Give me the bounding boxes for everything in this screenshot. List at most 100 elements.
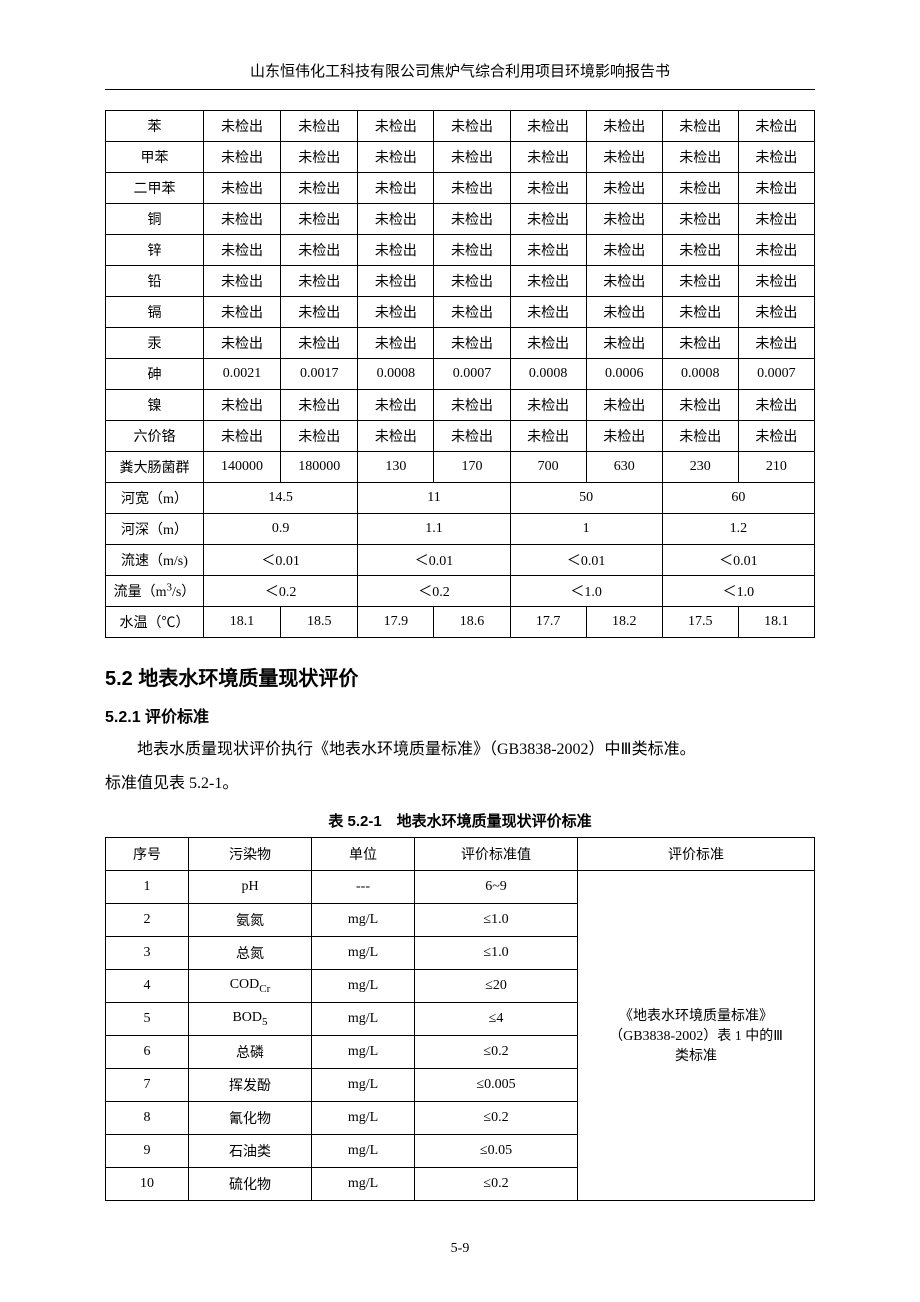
data-cell: 140000 xyxy=(203,452,280,483)
data-cell: 未检出 xyxy=(586,173,662,204)
data-cell: 未检出 xyxy=(586,235,662,266)
data-cell: 未检出 xyxy=(203,204,280,235)
data-cell: 未检出 xyxy=(586,421,662,452)
table-row: 铅未检出未检出未检出未检出未检出未检出未检出未检出 xyxy=(106,266,815,297)
row-label: 粪大肠菌群 xyxy=(106,452,204,483)
row-label: 河深（m） xyxy=(106,514,204,545)
data-cell: 未检出 xyxy=(281,111,358,142)
data-cell: 未检出 xyxy=(510,297,586,328)
paragraph-1: 地表水质量现状评价执行《地表水环境质量标准》（GB3838-2002）中Ⅲ类标准… xyxy=(105,735,815,765)
page: 山东恒伟化工科技有限公司焦炉气综合利用项目环境影响报告书 苯未检出未检出未检出未… xyxy=(0,0,920,1297)
data-cell: --- xyxy=(312,870,415,903)
data-cell: 未检出 xyxy=(203,297,280,328)
table-row: 锌未检出未检出未检出未检出未检出未检出未检出未检出 xyxy=(106,235,815,266)
data-cell: mg/L xyxy=(312,1167,415,1200)
data-cell: 未检出 xyxy=(662,390,738,421)
data-cell: 10 xyxy=(106,1167,189,1200)
table-row: 镉未检出未检出未检出未检出未检出未检出未检出未检出 xyxy=(106,297,815,328)
row-label: 镉 xyxy=(106,297,204,328)
table-row: 流速（m/s)＜0.01＜0.01＜0.01＜0.01 xyxy=(106,545,815,576)
data-cell: 总磷 xyxy=(189,1035,312,1068)
row-label: 汞 xyxy=(106,328,204,359)
data-cell: mg/L xyxy=(312,1068,415,1101)
data-cell: 14.5 xyxy=(203,483,357,514)
data-cell: 未检出 xyxy=(662,204,738,235)
data-cell: 未检出 xyxy=(358,235,434,266)
data-cell: 氨氮 xyxy=(189,903,312,936)
table-header-row: 序号污染物单位评价标准值评价标准 xyxy=(106,837,815,870)
running-header: 山东恒伟化工科技有限公司焦炉气综合利用项目环境影响报告书 xyxy=(105,60,815,81)
data-cell: 6 xyxy=(106,1035,189,1068)
data-cell: 17.7 xyxy=(510,607,586,638)
data-cell: mg/L xyxy=(312,936,415,969)
data-cell: ＜0.01 xyxy=(510,545,662,576)
data-cell: 2 xyxy=(106,903,189,936)
data-cell: 未检出 xyxy=(358,297,434,328)
data-cell: 未检出 xyxy=(586,266,662,297)
data-cell: 60 xyxy=(662,483,814,514)
data-cell: 0.0007 xyxy=(434,359,510,390)
data-cell: 未检出 xyxy=(203,111,280,142)
data-cell: mg/L xyxy=(312,1134,415,1167)
data-cell: 18.1 xyxy=(203,607,280,638)
col-header: 评价标准值 xyxy=(415,837,578,870)
data-cell: ＜1.0 xyxy=(510,576,662,607)
data-cell: 未检出 xyxy=(510,111,586,142)
data-cell: ＜0.01 xyxy=(203,545,357,576)
table-row: 河宽（m）14.5115060 xyxy=(106,483,815,514)
data-cell: 未检出 xyxy=(281,297,358,328)
data-cell: ≤0.2 xyxy=(415,1035,578,1068)
data-cell: mg/L xyxy=(312,969,415,1002)
data-cell: 630 xyxy=(586,452,662,483)
row-label: 甲苯 xyxy=(106,142,204,173)
data-cell: ≤0.2 xyxy=(415,1167,578,1200)
row-label: 锌 xyxy=(106,235,204,266)
data-cell: 0.0006 xyxy=(586,359,662,390)
data-cell: 0.0017 xyxy=(281,359,358,390)
data-cell: 未检出 xyxy=(281,328,358,359)
col-header: 污染物 xyxy=(189,837,312,870)
data-cell: ≤4 xyxy=(415,1002,578,1035)
data-cell: 未检出 xyxy=(738,173,814,204)
data-cell: 未检出 xyxy=(358,390,434,421)
data-cell: 未检出 xyxy=(738,111,814,142)
evaluation-standard-table: 序号污染物单位评价标准值评价标准1pH---6~9《地表水环境质量标准》（GB3… xyxy=(105,837,815,1201)
data-cell: 9 xyxy=(106,1134,189,1167)
data-cell: 未检出 xyxy=(662,266,738,297)
data-cell: 未检出 xyxy=(738,266,814,297)
data-cell: 未检出 xyxy=(510,173,586,204)
data-cell: 未检出 xyxy=(434,421,510,452)
row-label: 苯 xyxy=(106,111,204,142)
data-cell: 4 xyxy=(106,969,189,1002)
data-cell: 180000 xyxy=(281,452,358,483)
data-cell: 0.0021 xyxy=(203,359,280,390)
data-cell: ＜0.01 xyxy=(358,545,510,576)
data-cell: 未检出 xyxy=(586,297,662,328)
data-cell: 未检出 xyxy=(434,235,510,266)
data-cell: ＜0.2 xyxy=(358,576,510,607)
data-cell: 未检出 xyxy=(662,173,738,204)
data-cell: mg/L xyxy=(312,1002,415,1035)
table-row: 二甲苯未检出未检出未检出未检出未检出未检出未检出未检出 xyxy=(106,173,815,204)
data-cell: 130 xyxy=(358,452,434,483)
data-cell: 未检出 xyxy=(510,142,586,173)
data-cell: 未检出 xyxy=(738,390,814,421)
table-row: 铜未检出未检出未检出未检出未检出未检出未检出未检出 xyxy=(106,204,815,235)
row-label: 二甲苯 xyxy=(106,173,204,204)
data-cell: 氰化物 xyxy=(189,1101,312,1134)
data-cell: 未检出 xyxy=(738,297,814,328)
data-cell: 未检出 xyxy=(358,111,434,142)
row-label: 砷 xyxy=(106,359,204,390)
data-cell: ＜0.2 xyxy=(203,576,357,607)
table-row: 六价铬未检出未检出未检出未检出未检出未检出未检出未检出 xyxy=(106,421,815,452)
data-cell: BOD5 xyxy=(189,1002,312,1035)
data-cell: 未检出 xyxy=(358,142,434,173)
data-cell: mg/L xyxy=(312,1101,415,1134)
data-cell: 17.5 xyxy=(662,607,738,638)
data-cell: 未检出 xyxy=(434,173,510,204)
data-cell: 未检出 xyxy=(281,142,358,173)
data-cell: 0.0008 xyxy=(662,359,738,390)
data-cell: 未检出 xyxy=(358,173,434,204)
data-cell: 6~9 xyxy=(415,870,578,903)
data-cell: 1.2 xyxy=(662,514,814,545)
